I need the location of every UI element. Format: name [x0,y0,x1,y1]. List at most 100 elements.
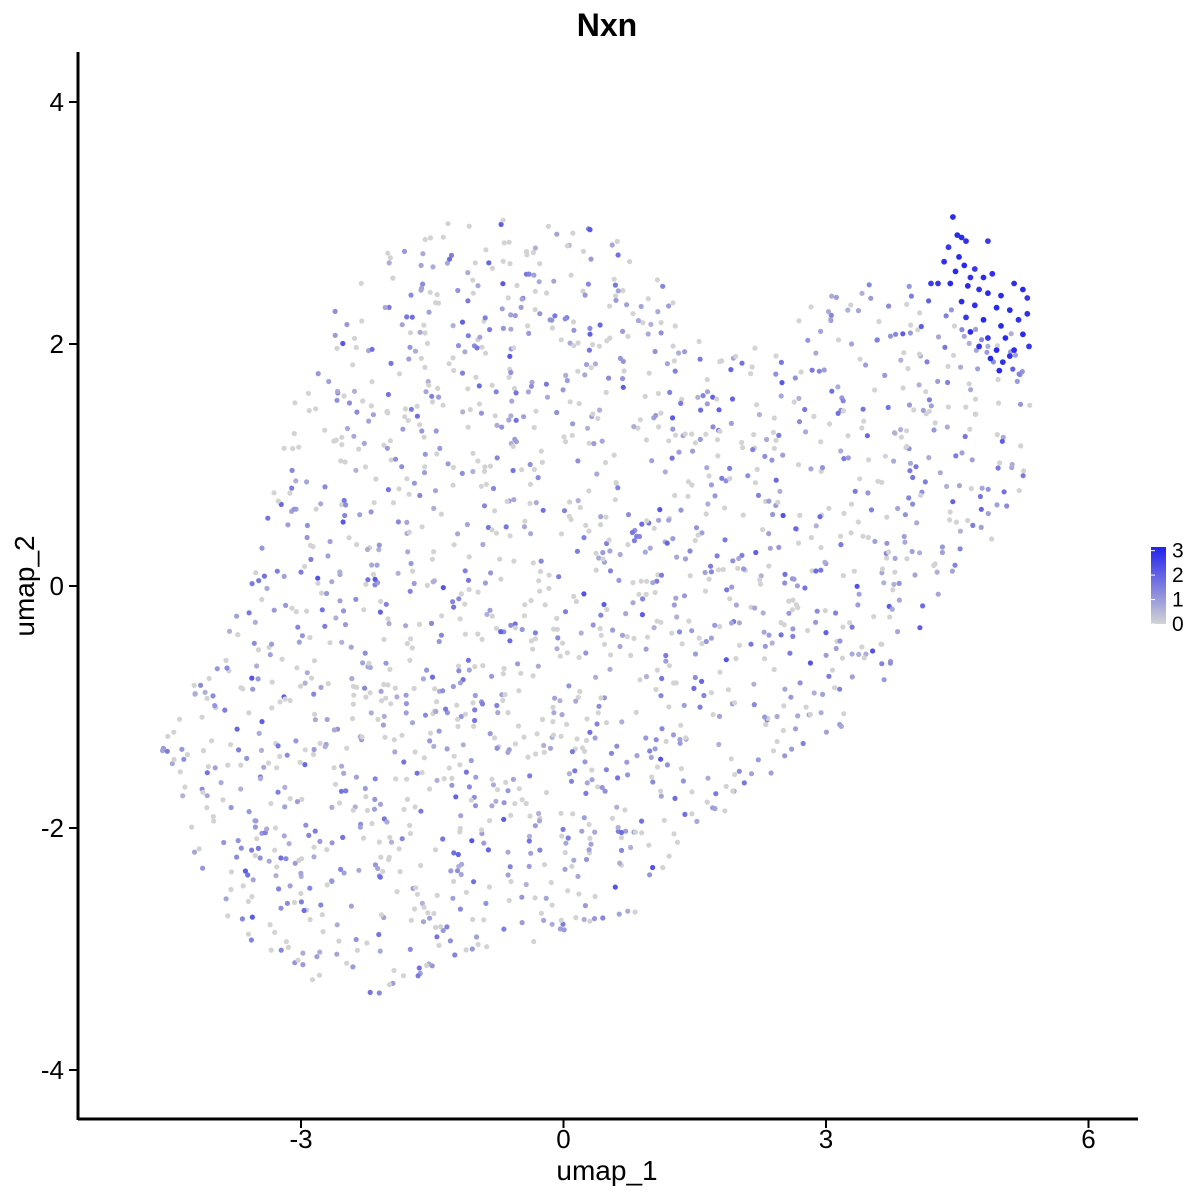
data-point [407,657,413,663]
data-point [299,796,305,803]
data-point [418,862,424,869]
data-point [417,329,423,335]
data-point [392,685,398,691]
data-point [809,568,815,574]
data-point [500,258,506,264]
data-point [307,885,313,891]
data-point [1027,402,1033,408]
data-point [715,453,721,459]
data-point [672,323,678,329]
data-point [371,500,377,506]
data-point [420,281,426,287]
data-point [575,498,581,504]
data-point [267,652,273,658]
data-point [482,315,488,321]
data-point [611,276,617,282]
data-point [462,711,468,717]
data-point [829,667,836,673]
data-point [434,892,440,899]
data-point [489,776,495,782]
data-point [508,413,514,419]
data-point [560,826,566,833]
data-point [512,625,519,631]
data-point [601,641,608,647]
data-point [879,570,885,576]
data-point [655,390,662,397]
data-point [465,333,471,339]
data-point [549,921,555,927]
data-point [438,632,444,638]
data-point [454,868,461,874]
data-point [402,406,408,412]
data-point [696,338,702,345]
data-point [994,432,1000,438]
data-point [640,320,646,326]
data-point [277,753,283,760]
data-point [383,695,389,701]
data-point [649,458,655,464]
data-point [488,570,494,576]
data-point [512,801,518,807]
data-point [584,716,590,722]
data-point [907,468,913,474]
data-point [642,549,648,555]
data-point [350,807,356,813]
data-point [408,917,414,923]
data-point [315,575,321,581]
data-point [985,510,991,517]
data-point [900,385,906,391]
data-point [515,723,522,729]
data-point [683,735,689,741]
data-point [575,340,581,346]
data-point [380,722,386,728]
data-point [275,743,281,749]
data-point [309,977,316,983]
data-point [452,952,458,958]
data-point [999,438,1005,444]
data-point [559,640,566,646]
data-point [278,855,284,861]
data-point [481,917,487,923]
data-point [531,466,538,473]
data-point [598,522,604,528]
data-point [748,771,755,777]
data-point [857,356,863,362]
data-point [958,364,964,370]
data-point [526,833,533,839]
data-point [494,702,500,709]
data-point [558,810,564,816]
data-point [902,512,909,518]
data-point [293,738,299,744]
data-point [699,641,705,647]
data-point [289,485,295,491]
data-point [808,304,814,310]
data-point [670,426,676,432]
data-point [625,542,631,548]
high-expression-point [1015,316,1022,323]
data-point [293,478,299,484]
data-point [357,824,363,830]
data-point [537,311,543,317]
data-point [377,801,384,807]
data-point [540,507,546,513]
data-point [607,568,614,574]
data-point [926,298,932,304]
data-point [786,610,792,616]
data-point [380,868,386,875]
data-point [603,389,609,395]
data-point [490,782,497,788]
data-point [854,583,860,589]
data-point [329,878,335,885]
data-point [814,608,820,614]
high-expression-point [980,274,987,281]
high-expression-point [993,304,1000,311]
data-point [327,640,333,646]
data-point [422,364,428,370]
data-point [160,747,166,754]
data-point [307,542,313,549]
data-point [681,702,687,709]
data-point [823,630,829,636]
data-point [298,890,304,897]
data-point [673,595,679,601]
data-point [570,421,576,427]
